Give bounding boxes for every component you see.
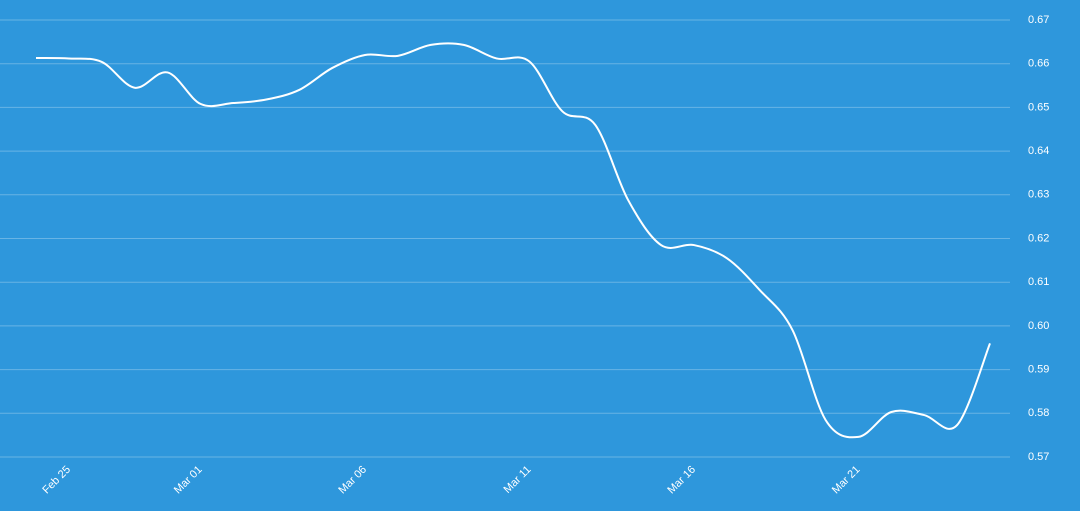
y-tick-label: 0.64 xyxy=(1028,145,1049,157)
x-tick-label: Mar 16 xyxy=(665,464,698,497)
y-tick-label: 0.66 xyxy=(1028,58,1049,70)
y-tick-label: 0.60 xyxy=(1028,320,1049,332)
x-tick-label: Mar 21 xyxy=(830,464,863,497)
y-tick-label: 0.59 xyxy=(1028,364,1049,376)
x-tick-label: Feb 25 xyxy=(40,464,73,497)
x-tick-label: Mar 06 xyxy=(336,464,369,497)
x-tick-label: Mar 01 xyxy=(172,464,205,497)
y-tick-label: 0.57 xyxy=(1028,451,1049,463)
y-tick-label: 0.65 xyxy=(1028,101,1049,113)
y-tick-label: 0.67 xyxy=(1028,14,1049,26)
y-tick-label: 0.58 xyxy=(1028,407,1049,419)
y-tick-label: 0.63 xyxy=(1028,189,1049,201)
y-tick-label: 0.61 xyxy=(1028,276,1049,288)
y-tick-label: 0.62 xyxy=(1028,232,1049,244)
x-tick-label: Mar 11 xyxy=(502,464,534,496)
line xyxy=(35,42,991,439)
